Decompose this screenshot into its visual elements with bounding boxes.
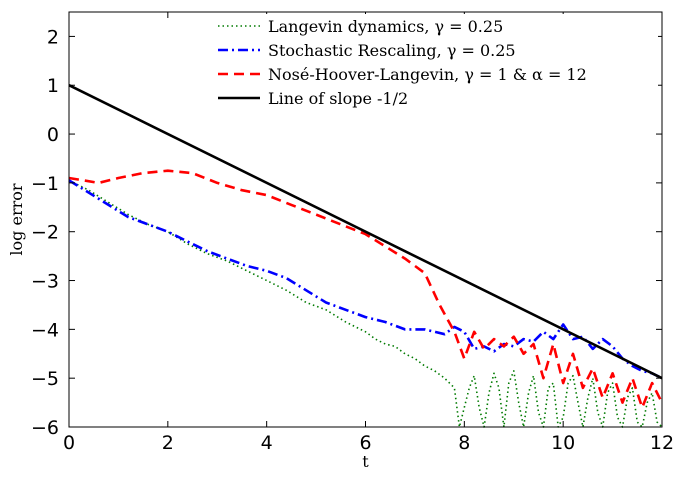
y-tick-label: 0 [47, 124, 59, 146]
legend-label-1: Stochastic Rescaling, γ = 0.25 [268, 41, 516, 60]
series-line-1 [68, 179, 663, 380]
y-tick-label: −4 [31, 319, 59, 341]
y-axis-label: log error [7, 183, 26, 255]
x-tick-label: 8 [458, 432, 470, 454]
y-tick-label: −1 [31, 173, 59, 195]
y-tick-label: 2 [47, 26, 59, 48]
series-line-2 [68, 169, 664, 409]
x-tick-label: 12 [650, 432, 674, 454]
y-tick-label: −6 [31, 417, 59, 439]
x-axis-label: t [362, 452, 369, 471]
legend-label-3: Line of slope -1/2 [268, 89, 408, 108]
legend-label-0: Langevin dynamics, γ = 0.25 [268, 17, 503, 36]
series-layer [68, 84, 664, 428]
legend-label-2: Nosé-Hoover-Langevin, γ = 1 & α = 12 [268, 65, 587, 84]
legend: Langevin dynamics, γ = 0.25 Stochastic Re… [212, 14, 658, 118]
x-tick-label: 6 [359, 432, 371, 454]
x-tick-label: 4 [261, 432, 273, 454]
legend-box [212, 14, 658, 118]
x-tick-label: 0 [63, 432, 75, 454]
x-tick-label: 2 [162, 432, 174, 454]
series-line-0 [68, 179, 663, 428]
y-tick-label: −5 [31, 368, 59, 390]
series-line-3 [68, 84, 663, 380]
y-tick-label: −2 [31, 222, 59, 244]
x-tick-label: 10 [551, 432, 575, 454]
y-tick-label: −3 [31, 271, 59, 293]
y-tick-label: 1 [47, 75, 59, 97]
